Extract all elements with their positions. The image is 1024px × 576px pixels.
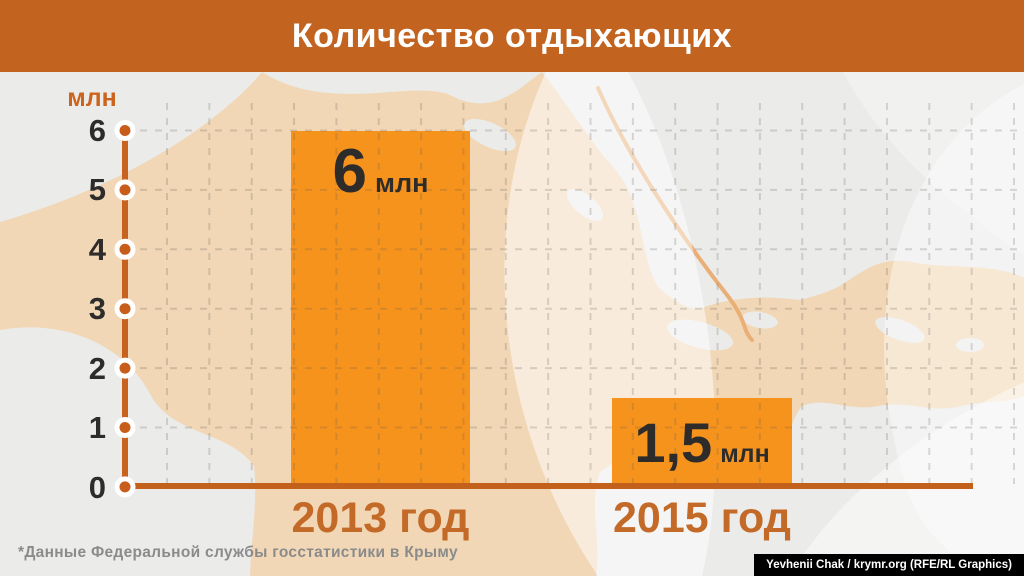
crimea-landmass xyxy=(0,72,1024,576)
header-bar: Количество отдыхающих xyxy=(0,0,1024,72)
y-tick-4: 4 xyxy=(88,232,106,267)
y-axis-tick-markers xyxy=(114,120,136,498)
bar-2013 xyxy=(291,131,470,487)
bar-value-unit: млн xyxy=(375,168,429,198)
bar-value-number: 1,5 xyxy=(634,411,713,474)
y-tick-3: 3 xyxy=(88,291,106,326)
category-label-2015: 2015 год xyxy=(613,494,791,542)
bar-value-number: 6 xyxy=(332,137,368,206)
category-label-2013: 2013 год xyxy=(291,494,470,542)
source-note: *Данные Федеральной службы госстатистики… xyxy=(18,544,458,561)
bar-2015 xyxy=(612,398,792,487)
y-tick-5: 5 xyxy=(88,172,106,207)
road-line xyxy=(596,86,754,342)
bar-value-2015: 1,5 млн xyxy=(612,404,792,482)
y-axis-unit-label: млн xyxy=(67,84,117,112)
y-tick-2: 2 xyxy=(88,351,106,386)
credit-badge: Yevhenii Chak / krymr.org (RFE/RL Graphi… xyxy=(754,554,1024,576)
sivash-lagoons xyxy=(464,118,984,352)
bar-value-unit: млн xyxy=(720,440,770,468)
y-tick-0: 0 xyxy=(88,470,106,505)
y-tick-6: 6 xyxy=(88,113,106,148)
page-title: Количество отдыхающих xyxy=(291,16,733,55)
y-tick-1: 1 xyxy=(88,410,106,445)
bar-value-2013: 6 млн xyxy=(291,134,470,210)
